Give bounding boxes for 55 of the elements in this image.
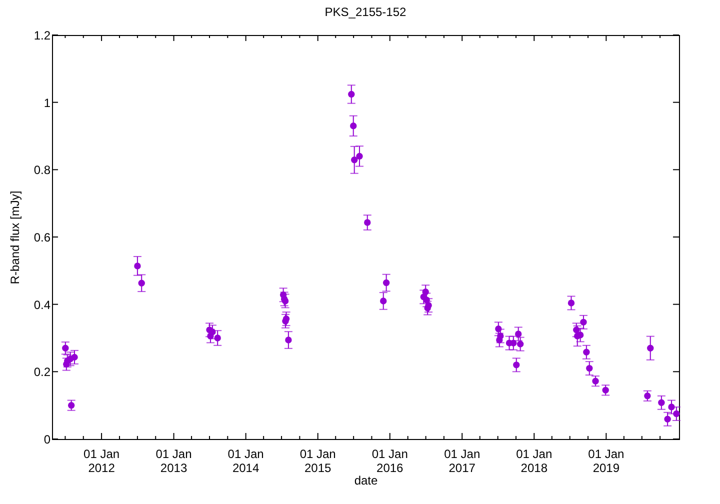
point <box>138 280 145 286</box>
point <box>422 288 429 296</box>
x-tick-label: 01 Jan 2013 <box>156 447 192 475</box>
point <box>583 348 590 356</box>
point <box>664 416 671 422</box>
point <box>62 344 69 352</box>
x-tick-label: 01 Jan 2017 <box>444 447 480 475</box>
point <box>71 354 78 361</box>
y-tick-label: 0.6 <box>34 230 51 244</box>
point <box>516 340 524 348</box>
point <box>510 340 517 346</box>
x-tick-label: 01 Jan 2014 <box>228 447 264 475</box>
point <box>214 334 221 342</box>
point <box>580 318 587 326</box>
point <box>668 404 675 410</box>
point <box>592 378 599 384</box>
x-tick-label: 01 Jan 2019 <box>588 447 624 475</box>
point <box>568 300 575 306</box>
point <box>282 315 290 322</box>
point <box>68 402 75 409</box>
point <box>364 219 371 226</box>
chart-title: PKS_2155-152 <box>324 5 407 19</box>
point <box>350 156 358 164</box>
point <box>513 362 520 368</box>
point <box>495 326 502 332</box>
y-axis-title: R-band flux [mJy] <box>8 190 22 284</box>
y-tick-label: 0.4 <box>34 298 51 312</box>
point <box>644 392 651 400</box>
point <box>602 386 609 394</box>
point <box>382 279 390 286</box>
x-axis-title: date <box>354 474 378 488</box>
x-tick-label: 01 Jan 2018 <box>516 447 552 475</box>
y-tick-label: 0.2 <box>34 365 51 380</box>
point <box>673 410 680 418</box>
point <box>350 122 357 130</box>
point <box>356 152 363 160</box>
point <box>497 332 504 340</box>
y-tick-label: 0.8 <box>34 163 51 178</box>
point <box>134 262 141 270</box>
y-tick-label: 0 <box>44 432 51 446</box>
point <box>348 90 355 98</box>
point <box>380 298 387 304</box>
x-tick-label: 01 Jan 2015 <box>300 447 336 475</box>
point <box>658 399 665 406</box>
x-tick-label: 01 Jan 2016 <box>372 447 408 475</box>
point <box>515 330 522 338</box>
point <box>285 336 292 344</box>
y-tick-label: 1.2 <box>34 28 51 42</box>
point <box>423 296 430 304</box>
x-tick-label: 01 Jan 2012 <box>84 447 120 475</box>
point <box>586 364 593 372</box>
point <box>425 302 432 309</box>
point <box>647 344 654 352</box>
y-tick-label: 1 <box>44 96 51 110</box>
point <box>573 326 580 334</box>
